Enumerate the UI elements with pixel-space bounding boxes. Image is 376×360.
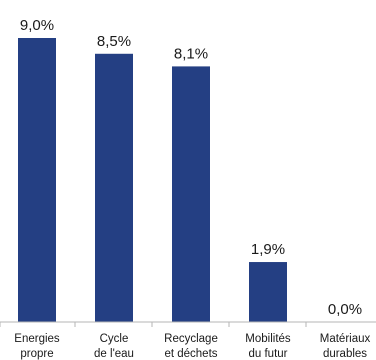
- bars: [18, 38, 287, 323]
- bar-0: [18, 38, 56, 322]
- data-label-0: 9,0%: [20, 17, 54, 34]
- category-label-1-line-0: Cycle: [100, 333, 129, 345]
- category-label-4-line-1: durables: [323, 348, 367, 360]
- bar-2: [172, 66, 210, 323]
- bar-3: [249, 262, 287, 322]
- category-label-3-line-1: du futur: [249, 348, 288, 360]
- category-label-2-line-1: et déchets: [164, 348, 217, 360]
- data-label-4: 0,0%: [328, 301, 362, 318]
- data-labels: 9,0% 8,5% 8,1% 1,9% 0,0%: [20, 17, 362, 318]
- data-label-1: 8,5%: [97, 33, 131, 50]
- category-label-2-line-0: Recyclage: [164, 333, 218, 345]
- category-label-0-line-0: Energies: [14, 333, 60, 345]
- category-label-1-line-1: de l'eau: [94, 348, 134, 360]
- category-label-4-line-0: Matériaux: [320, 333, 371, 345]
- bar-1: [95, 53, 133, 323]
- category-labels: Energies propre Cycle de l'eau Recyclage et d…: [14, 333, 370, 360]
- category-label-3-line-0: Mobilités: [245, 333, 291, 345]
- x-axis-ticks: [0, 322, 307, 327]
- category-label-0-line-1: propre: [20, 348, 53, 360]
- data-label-3: 1,9%: [251, 241, 285, 258]
- data-label-2: 8,1%: [174, 45, 208, 62]
